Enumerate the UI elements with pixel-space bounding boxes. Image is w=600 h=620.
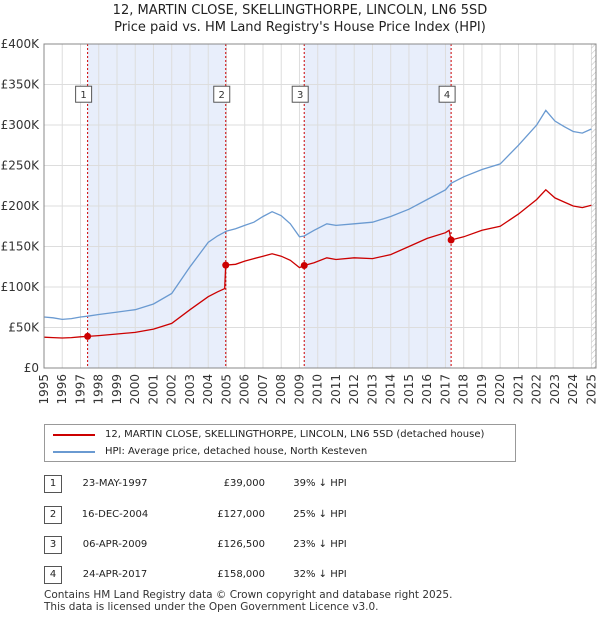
transaction-hpi-diff: 39% ↓ HPI <box>293 478 347 489</box>
sale-marker-box <box>438 85 456 103</box>
plot-border <box>43 43 597 369</box>
x-tick-label: 2014 <box>384 374 398 405</box>
x-tick-label: 2003 <box>183 374 197 405</box>
transaction-number: 1 <box>44 475 62 493</box>
sale-marker-label: 3 <box>297 90 303 101</box>
x-tick-label: 2002 <box>165 374 179 405</box>
x-tick-label: 2009 <box>292 374 306 405</box>
x-tick-label: 2010 <box>311 374 325 405</box>
chart-title: 12, MARTIN CLOSE, SKELLINGTHORPE, LINCOL… <box>112 3 488 18</box>
x-tick-label: 1999 <box>110 374 124 405</box>
sale-point <box>222 261 230 269</box>
sale-point <box>447 236 455 244</box>
x-tick-label: 1996 <box>55 374 69 405</box>
legend-label-hpi: HPI: Average price, detached house, Nort… <box>105 446 368 457</box>
transaction-price: £127,000 <box>217 509 265 520</box>
future-hatch <box>591 44 596 368</box>
y-tick-label: £350K <box>1 78 41 92</box>
sale-point <box>84 332 92 340</box>
legend-swatch-property <box>53 434 95 436</box>
legend-label-property: 12, MARTIN CLOSE, SKELLINGTHORPE, LINCOL… <box>105 429 485 440</box>
transaction-date: 23-MAY-1997 <box>82 478 148 489</box>
x-tick-label: 2020 <box>493 374 507 405</box>
y-tick-label: £400K <box>1 37 41 51</box>
y-tick-label: £0 <box>24 361 39 375</box>
sale-marker-box <box>291 85 309 103</box>
x-tick-label: 2015 <box>402 374 416 405</box>
sale-marker-box <box>75 85 93 103</box>
transaction-price: £39,000 <box>223 478 265 489</box>
sale-marker-box <box>213 85 231 103</box>
series-line-hpi <box>43 109 592 321</box>
x-tick-label: 2023 <box>548 374 562 405</box>
x-tick-label: 2005 <box>219 374 233 405</box>
y-tick-label: £150K <box>1 240 41 254</box>
table-row: 3 06-APR-2009 £126,500 23% ↓ HPI <box>0 536 600 556</box>
transaction-price: £126,500 <box>217 539 265 550</box>
x-tick-label: 2012 <box>347 374 361 405</box>
x-tick-label: 2019 <box>475 374 489 405</box>
transaction-hpi-diff: 23% ↓ HPI <box>293 539 347 550</box>
y-tick-label: £250K <box>1 159 41 173</box>
transaction-hpi-diff: 32% ↓ HPI <box>293 569 347 580</box>
transaction-date: 24-APR-2017 <box>82 569 148 580</box>
table-row: 1 23-MAY-1997 £39,000 39% ↓ HPI <box>0 475 600 495</box>
footer-license: This data is licensed under the Open Gov… <box>44 601 379 613</box>
legend-swatch-hpi <box>53 451 95 453</box>
x-tick-label: 2007 <box>256 374 270 405</box>
x-tick-label: 2016 <box>420 374 434 405</box>
transaction-number: 4 <box>44 566 62 584</box>
x-tick-label: 2013 <box>365 374 379 405</box>
y-tick-label: £300K <box>1 118 41 132</box>
table-row: 4 24-APR-2017 £158,000 32% ↓ HPI <box>0 566 600 586</box>
sale-marker-label: 4 <box>444 90 450 101</box>
x-tick-label: 2004 <box>201 374 215 405</box>
transaction-date: 16-DEC-2004 <box>81 509 149 520</box>
x-tick-label: 2001 <box>146 374 160 405</box>
sale-marker-label: 2 <box>219 90 225 101</box>
x-tick-label: 2018 <box>457 374 471 405</box>
transaction-hpi-diff: 25% ↓ HPI <box>293 509 347 520</box>
x-tick-label: 2025 <box>584 374 598 405</box>
transaction-price: £158,000 <box>217 569 265 580</box>
x-tick-label: 1997 <box>73 374 87 405</box>
x-tick-label: 2000 <box>128 374 142 405</box>
table-row: 2 16-DEC-2004 £127,000 25% ↓ HPI <box>0 506 600 526</box>
sale-marker-label: 1 <box>80 90 86 101</box>
x-tick-label: 1995 <box>37 374 51 405</box>
legend: 12, MARTIN CLOSE, SKELLINGTHORPE, LINCOL… <box>44 424 516 462</box>
y-tick-label: £50K <box>8 321 40 335</box>
transaction-date: 06-APR-2009 <box>82 539 148 550</box>
chart-subtitle: Price paid vs. HM Land Registry's House … <box>114 20 486 35</box>
x-tick-label: 1998 <box>92 374 106 405</box>
x-tick-label: 2008 <box>274 374 288 405</box>
x-tick-label: 2011 <box>329 374 343 405</box>
price-chart: 1 2 3 4 £0 £50K £100K £150K £200K £250K £300K £350K… <box>1 37 599 405</box>
x-tick-label: 2021 <box>511 374 525 405</box>
x-tick-label: 2024 <box>566 374 580 405</box>
transaction-number: 3 <box>44 536 62 554</box>
y-tick-label: £200K <box>1 199 41 213</box>
footer-copyright: Contains HM Land Registry data © Crown c… <box>44 589 453 601</box>
y-tick-label: £100K <box>1 280 41 294</box>
sale-point <box>300 262 308 270</box>
x-tick-label: 2022 <box>530 374 544 405</box>
x-tick-label: 2006 <box>238 374 252 405</box>
series-line-property <box>43 188 592 339</box>
x-tick-label: 2017 <box>438 374 452 405</box>
transaction-number: 2 <box>44 506 62 524</box>
